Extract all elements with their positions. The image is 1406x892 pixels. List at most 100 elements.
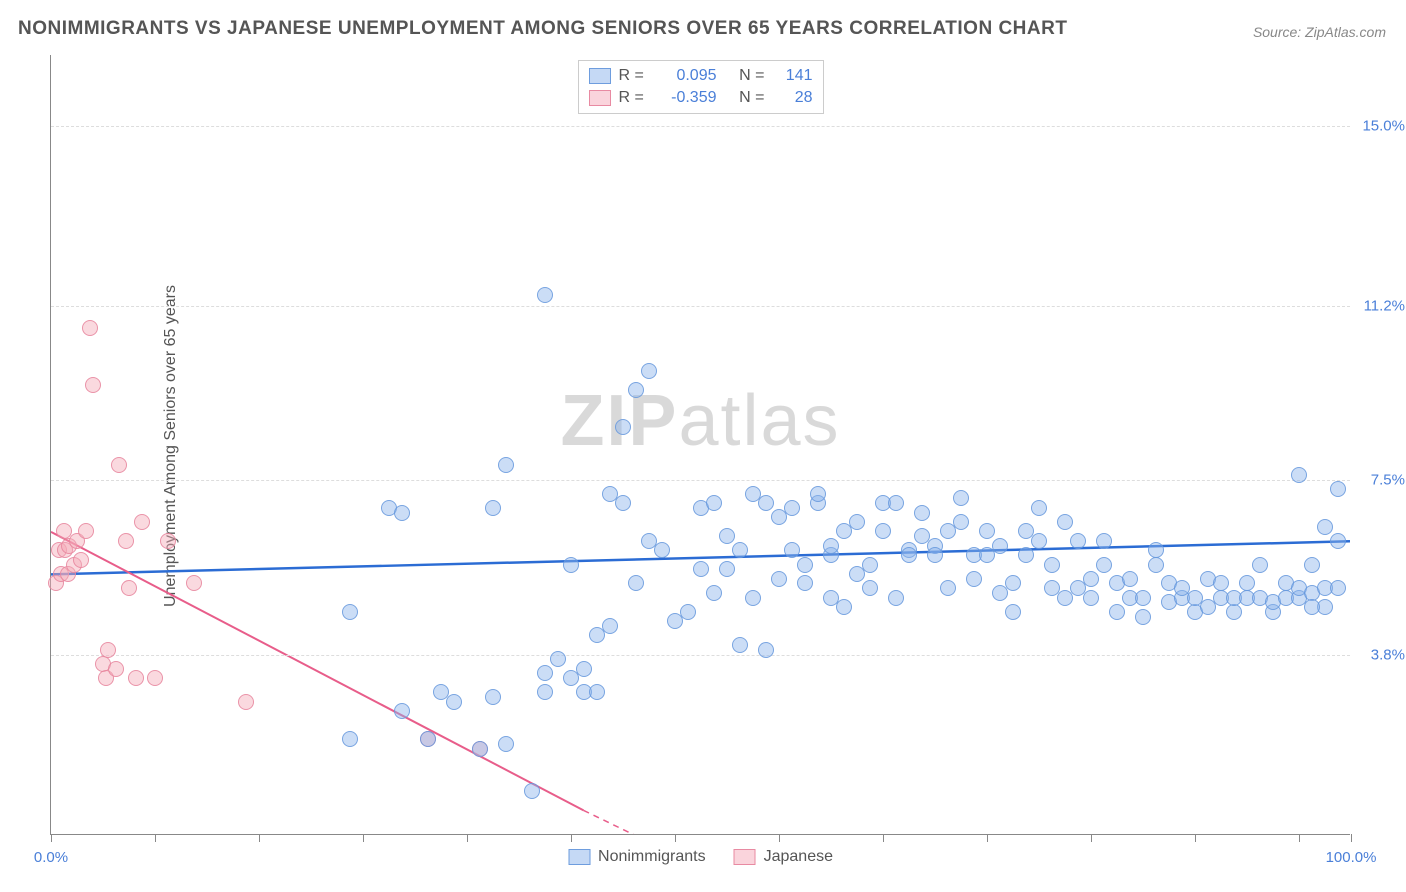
data-point	[602, 618, 618, 634]
data-point	[706, 585, 722, 601]
legend-swatch-pink	[589, 90, 611, 106]
data-point	[186, 575, 202, 591]
data-point	[1226, 604, 1242, 620]
data-point	[1148, 542, 1164, 558]
data-point	[1135, 590, 1151, 606]
data-point	[875, 523, 891, 539]
legend-row-nonimmigrants: R = 0.095 N = 141	[589, 65, 813, 87]
data-point	[732, 637, 748, 653]
data-point	[628, 382, 644, 398]
r-value-pink: -0.359	[657, 89, 717, 107]
data-point	[953, 490, 969, 506]
data-point	[654, 542, 670, 558]
data-point	[940, 580, 956, 596]
data-point	[1031, 500, 1047, 516]
data-point	[823, 538, 839, 554]
data-point	[836, 599, 852, 615]
x-tick	[363, 834, 364, 842]
data-point	[758, 642, 774, 658]
data-point	[1330, 580, 1346, 596]
legend-swatch-pink	[734, 849, 756, 865]
x-tick	[883, 834, 884, 842]
x-tick	[259, 834, 260, 842]
data-point	[1070, 533, 1086, 549]
data-point	[1083, 590, 1099, 606]
data-point	[1304, 557, 1320, 573]
data-point	[108, 661, 124, 677]
data-point	[797, 575, 813, 591]
data-point	[914, 505, 930, 521]
data-point	[1005, 604, 1021, 620]
data-point	[641, 363, 657, 379]
data-point	[498, 457, 514, 473]
data-point	[394, 703, 410, 719]
data-point	[901, 547, 917, 563]
x-tick	[1299, 834, 1300, 842]
x-tick	[987, 834, 988, 842]
x-tick	[1091, 834, 1092, 842]
data-point	[121, 580, 137, 596]
data-point	[82, 320, 98, 336]
source-attribution: Source: ZipAtlas.com	[1253, 24, 1386, 40]
data-point	[1291, 467, 1307, 483]
legend-row-japanese: R = -0.359 N = 28	[589, 87, 813, 109]
data-point	[111, 457, 127, 473]
gridline	[51, 655, 1350, 656]
r-label: R =	[619, 89, 649, 107]
x-tick	[675, 834, 676, 842]
data-point	[342, 604, 358, 620]
watermark: ZIPatlas	[560, 380, 840, 462]
data-point	[693, 561, 709, 577]
data-point	[628, 575, 644, 591]
data-point	[498, 736, 514, 752]
data-point	[128, 670, 144, 686]
data-point	[100, 642, 116, 658]
data-point	[1096, 557, 1112, 573]
r-label: R =	[619, 67, 649, 85]
y-tick-label: 11.2%	[1364, 297, 1405, 314]
series-legend: Nonimmigrants Japanese	[568, 848, 833, 866]
data-point	[953, 514, 969, 530]
data-point	[719, 528, 735, 544]
legend-label-japanese: Japanese	[764, 848, 833, 866]
data-point	[537, 665, 553, 681]
n-value-blue: 141	[773, 67, 813, 85]
correlation-legend: R = 0.095 N = 141 R = -0.359 N = 28	[578, 60, 824, 114]
legend-swatch-blue	[568, 849, 590, 865]
data-point	[992, 538, 1008, 554]
data-point	[1122, 571, 1138, 587]
legend-item-japanese: Japanese	[734, 848, 833, 866]
data-point	[849, 514, 865, 530]
data-point	[147, 670, 163, 686]
data-point	[394, 505, 410, 521]
data-point	[615, 419, 631, 435]
y-tick-label: 3.8%	[1371, 647, 1405, 664]
data-point	[823, 590, 839, 606]
data-point	[1083, 571, 1099, 587]
data-point	[1005, 575, 1021, 591]
data-point	[1057, 514, 1073, 530]
data-point	[966, 571, 982, 587]
data-point	[420, 731, 436, 747]
data-point	[862, 557, 878, 573]
data-point	[472, 741, 488, 757]
data-point	[78, 523, 94, 539]
data-point	[732, 542, 748, 558]
data-point	[1304, 599, 1320, 615]
data-point	[680, 604, 696, 620]
data-point	[758, 495, 774, 511]
data-point	[342, 731, 358, 747]
y-tick-label: 7.5%	[1371, 472, 1405, 489]
data-point	[589, 684, 605, 700]
x-tick	[1195, 834, 1196, 842]
gridline	[51, 126, 1350, 127]
data-point	[85, 377, 101, 393]
data-point	[563, 557, 579, 573]
gridline	[51, 480, 1350, 481]
data-point	[1213, 575, 1229, 591]
data-point	[706, 495, 722, 511]
n-value-pink: 28	[773, 89, 813, 107]
data-point	[160, 533, 176, 549]
x-tick	[467, 834, 468, 842]
data-point	[485, 689, 501, 705]
